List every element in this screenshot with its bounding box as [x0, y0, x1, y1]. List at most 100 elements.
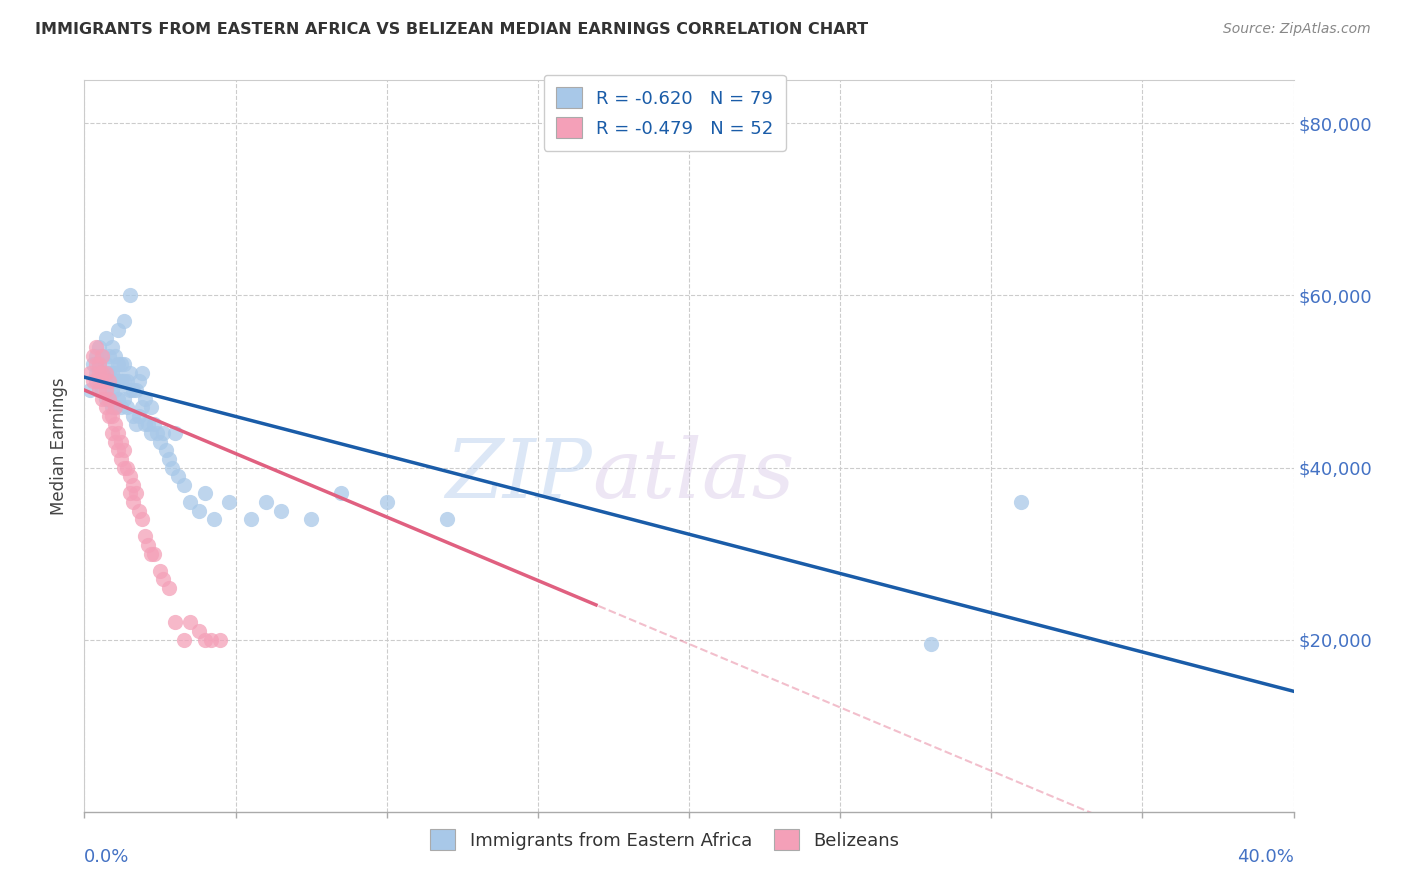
Point: [104, 401, 127, 415]
Point: [188, 624, 211, 638]
Point: [110, 401, 132, 415]
Legend: Immigrants from Eastern Africa, Belizeans: Immigrants from Eastern Africa, Belizean…: [423, 822, 907, 857]
Point: [82, 357, 104, 371]
Point: [104, 434, 127, 449]
Point: [94, 375, 117, 389]
Point: [82, 375, 104, 389]
Point: [91, 392, 114, 406]
Point: [136, 538, 159, 552]
Point: [100, 426, 122, 441]
Point: [91, 349, 114, 363]
Point: [194, 632, 217, 647]
Point: [110, 375, 132, 389]
Point: [142, 417, 165, 432]
Point: [97, 375, 120, 389]
Point: [167, 469, 190, 483]
Text: IMMIGRANTS FROM EASTERN AFRICA VS BELIZEAN MEDIAN EARNINGS CORRELATION CHART: IMMIGRANTS FROM EASTERN AFRICA VS BELIZE…: [35, 22, 869, 37]
Point: [146, 426, 169, 441]
Point: [121, 409, 143, 423]
Point: [86, 357, 108, 371]
Point: [125, 383, 148, 397]
Point: [94, 366, 117, 380]
Point: [125, 486, 148, 500]
Point: [202, 512, 225, 526]
Point: [436, 512, 458, 526]
Point: [112, 460, 135, 475]
Point: [115, 460, 138, 475]
Point: [112, 392, 135, 406]
Point: [89, 375, 111, 389]
Point: [115, 401, 138, 415]
Point: [134, 392, 156, 406]
Point: [142, 547, 165, 561]
Point: [86, 375, 108, 389]
Point: [97, 409, 120, 423]
Point: [86, 349, 108, 363]
Point: [79, 383, 101, 397]
Point: [152, 573, 174, 587]
Point: [139, 426, 162, 441]
Point: [91, 383, 114, 397]
Point: [107, 392, 129, 406]
Point: [107, 323, 129, 337]
Point: [125, 417, 148, 432]
Point: [179, 615, 201, 630]
Point: [100, 340, 122, 354]
Point: [149, 564, 172, 578]
Point: [107, 375, 129, 389]
Point: [107, 357, 129, 371]
Point: [104, 366, 127, 380]
Point: [200, 632, 222, 647]
Point: [89, 383, 111, 397]
Point: [104, 401, 127, 415]
Point: [104, 417, 127, 432]
Point: [110, 357, 132, 371]
Point: [375, 495, 398, 509]
Point: [100, 366, 122, 380]
Point: [94, 383, 117, 397]
Point: [218, 495, 240, 509]
Point: [97, 366, 120, 380]
Text: Source: ZipAtlas.com: Source: ZipAtlas.com: [1223, 22, 1371, 37]
Point: [128, 375, 150, 389]
Point: [89, 366, 111, 380]
Point: [134, 529, 156, 543]
Text: atlas: atlas: [592, 435, 794, 516]
Point: [1011, 495, 1033, 509]
Point: [920, 637, 942, 651]
Point: [121, 383, 143, 397]
Point: [97, 392, 120, 406]
Point: [128, 503, 150, 517]
Y-axis label: Median Earnings: Median Earnings: [51, 377, 69, 515]
Point: [100, 409, 122, 423]
Point: [157, 581, 180, 595]
Point: [86, 366, 108, 380]
Point: [157, 451, 180, 466]
Point: [89, 357, 111, 371]
Point: [100, 401, 122, 415]
Point: [121, 477, 143, 491]
Point: [152, 426, 174, 441]
Point: [139, 401, 162, 415]
Point: [112, 314, 135, 328]
Point: [97, 392, 120, 406]
Point: [121, 495, 143, 509]
Point: [110, 434, 132, 449]
Point: [86, 340, 108, 354]
Point: [97, 375, 120, 389]
Point: [112, 357, 135, 371]
Text: ZIP: ZIP: [446, 435, 592, 516]
Point: [89, 357, 111, 371]
Point: [239, 512, 262, 526]
Point: [136, 417, 159, 432]
Point: [134, 417, 156, 432]
Point: [173, 477, 195, 491]
Point: [299, 512, 322, 526]
Point: [118, 288, 141, 302]
Point: [128, 409, 150, 423]
Point: [100, 383, 122, 397]
Point: [149, 434, 172, 449]
Point: [107, 426, 129, 441]
Point: [91, 366, 114, 380]
Point: [194, 486, 217, 500]
